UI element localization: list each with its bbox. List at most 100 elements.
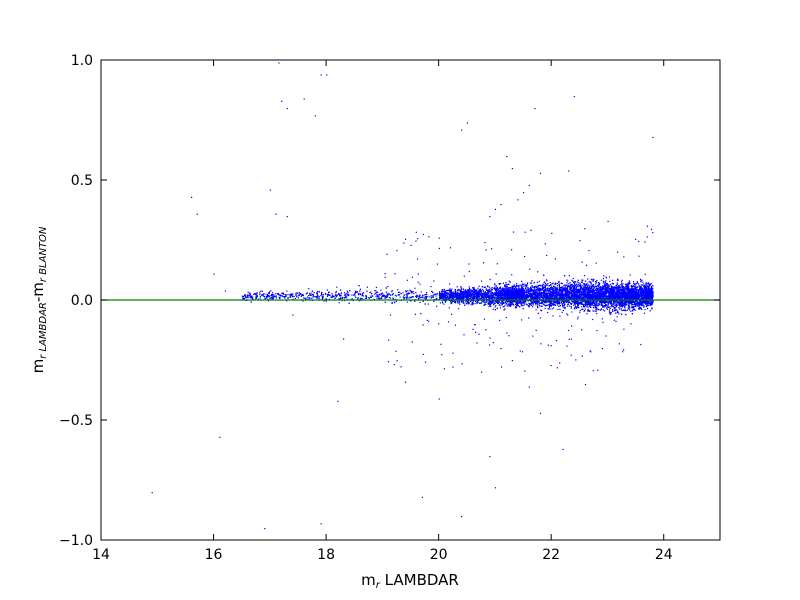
data-point bbox=[297, 295, 299, 297]
data-point bbox=[324, 292, 327, 295]
data-point bbox=[476, 302, 478, 304]
data-point bbox=[261, 293, 263, 296]
data-point bbox=[585, 304, 587, 306]
data-point bbox=[594, 296, 596, 298]
data-point bbox=[264, 293, 266, 295]
data-point bbox=[614, 293, 616, 295]
data-point bbox=[634, 304, 636, 306]
data-point bbox=[574, 305, 577, 307]
data-point bbox=[298, 294, 300, 296]
data-point bbox=[381, 293, 383, 295]
data-point bbox=[515, 289, 517, 291]
data-point bbox=[606, 295, 608, 297]
data-point bbox=[318, 291, 320, 293]
data-point bbox=[537, 292, 539, 294]
data-point bbox=[610, 302, 612, 304]
data-point bbox=[488, 306, 490, 308]
data-point bbox=[441, 301, 444, 303]
data-point bbox=[309, 298, 311, 300]
data-point bbox=[610, 302, 612, 305]
data-point bbox=[596, 293, 598, 295]
data-point bbox=[630, 295, 632, 297]
data-point bbox=[272, 295, 274, 297]
data-point bbox=[494, 284, 496, 286]
data-point bbox=[603, 289, 605, 291]
data-point bbox=[615, 288, 617, 290]
data-point bbox=[508, 302, 510, 304]
data-point bbox=[488, 286, 490, 288]
data-point bbox=[525, 291, 528, 293]
data-point bbox=[627, 288, 629, 291]
data-point bbox=[513, 304, 515, 306]
data-point bbox=[609, 280, 611, 282]
data-point bbox=[635, 291, 637, 293]
data-point bbox=[589, 285, 591, 287]
data-point bbox=[577, 281, 579, 283]
data-point bbox=[478, 290, 480, 292]
data-point bbox=[648, 291, 650, 294]
data-point bbox=[560, 292, 562, 294]
data-point bbox=[494, 292, 497, 294]
data-point bbox=[468, 302, 470, 304]
data-point bbox=[492, 287, 494, 289]
data-point bbox=[612, 286, 614, 288]
data-point bbox=[358, 300, 360, 302]
data-point bbox=[483, 298, 485, 300]
data-point bbox=[646, 306, 648, 308]
data-point bbox=[486, 293, 488, 295]
data-point bbox=[581, 301, 583, 303]
data-point bbox=[606, 308, 608, 310]
data-point bbox=[598, 287, 600, 289]
data-point bbox=[598, 291, 600, 293]
data-point bbox=[593, 284, 595, 286]
data-point bbox=[556, 301, 558, 304]
data-point bbox=[535, 304, 537, 306]
data-point bbox=[619, 287, 621, 289]
data-point bbox=[499, 286, 502, 288]
data-point bbox=[247, 291, 249, 293]
data-point bbox=[564, 298, 566, 300]
data-point bbox=[630, 289, 632, 291]
data-point bbox=[253, 293, 255, 295]
data-point bbox=[484, 296, 486, 299]
data-point bbox=[566, 300, 568, 302]
data-point bbox=[247, 296, 249, 299]
data-point bbox=[508, 305, 510, 307]
data-point bbox=[259, 292, 261, 294]
data-point bbox=[300, 293, 302, 295]
data-point bbox=[441, 294, 443, 296]
data-point bbox=[509, 287, 511, 289]
data-point bbox=[640, 295, 642, 297]
data-point bbox=[620, 284, 622, 286]
data-point bbox=[552, 315, 554, 317]
data-point bbox=[379, 294, 381, 296]
data-point bbox=[306, 296, 309, 298]
data-point bbox=[504, 304, 506, 306]
data-point bbox=[419, 297, 421, 299]
data-point bbox=[527, 290, 529, 292]
data-point bbox=[488, 298, 490, 300]
data-point bbox=[397, 289, 399, 291]
data-point bbox=[494, 291, 496, 294]
data-point bbox=[650, 291, 652, 293]
data-point bbox=[377, 297, 380, 299]
data-point bbox=[242, 297, 244, 299]
data-point bbox=[477, 287, 479, 289]
data-point bbox=[344, 294, 346, 296]
data-point bbox=[357, 294, 360, 296]
data-point bbox=[627, 287, 629, 290]
data-point bbox=[502, 289, 504, 291]
data-point bbox=[515, 306, 517, 308]
data-point bbox=[524, 297, 527, 299]
data-point bbox=[474, 301, 477, 303]
data-point bbox=[569, 282, 571, 284]
data-point bbox=[370, 295, 372, 297]
data-point bbox=[302, 293, 304, 296]
data-point bbox=[479, 288, 482, 290]
data-point bbox=[627, 293, 629, 296]
data-point bbox=[269, 295, 271, 297]
data-point bbox=[625, 290, 627, 292]
data-point bbox=[536, 293, 538, 295]
data-point bbox=[474, 294, 476, 296]
data-point bbox=[251, 297, 253, 299]
